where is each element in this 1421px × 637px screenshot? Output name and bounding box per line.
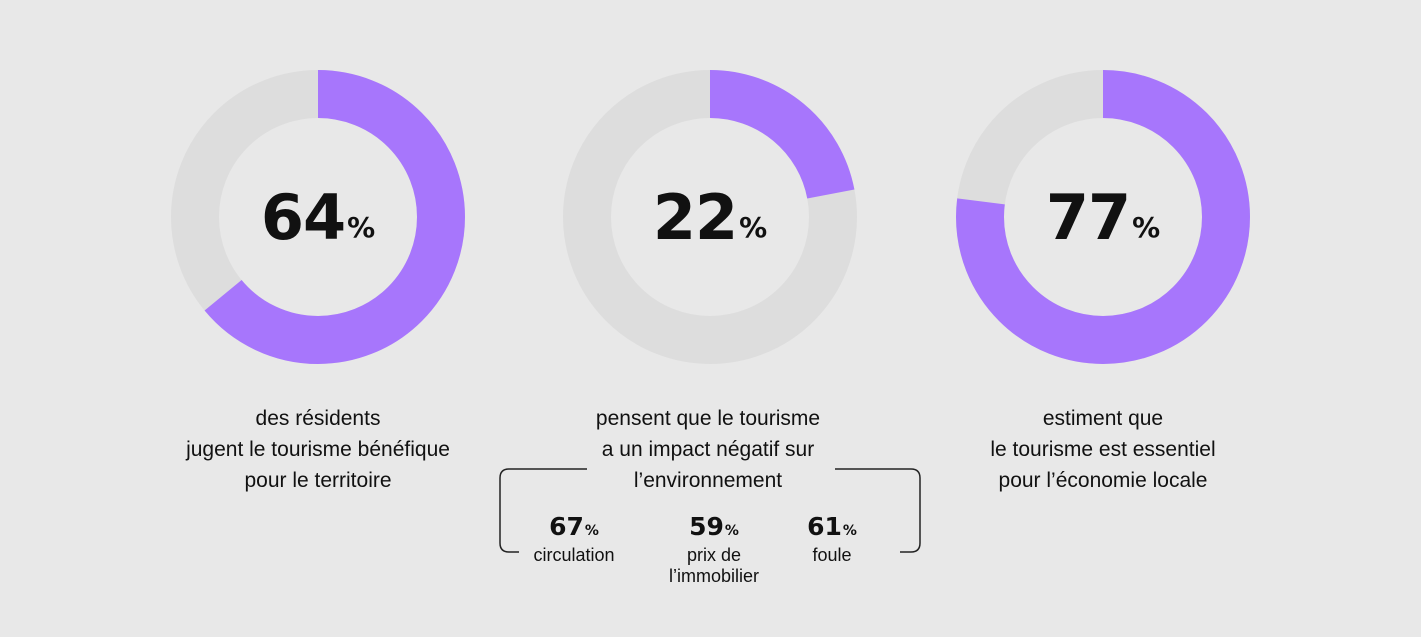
caption-2-line-2: a un impact négatif sur	[601, 438, 815, 461]
caption-3-line-2: le tourisme est essentiel	[990, 438, 1216, 461]
donut-svg-1	[171, 70, 465, 364]
donut-center-1: 64%	[171, 70, 465, 364]
donut-arc-2	[563, 70, 857, 364]
caption-1-line-2: jugent le tourisme bénéfique	[186, 438, 450, 461]
breakdown-item-immobilier: 59% prix de l’immobilier	[639, 513, 789, 587]
breakdown-label-immobilier-2: l’immobilier	[668, 566, 759, 586]
donut-arc-3	[956, 70, 1250, 364]
breakdown-value-circulation: 67%	[499, 513, 649, 545]
donut-chart-1: 64%	[171, 70, 465, 364]
breakdown-number-foule: 61	[807, 512, 842, 541]
donut-center-3: 77%	[956, 70, 1250, 364]
caption-3: estiment que le tourisme est essentiel p…	[923, 403, 1283, 496]
donut-value-1: 64	[260, 180, 346, 254]
caption-2-line-3: l’environnement	[633, 469, 783, 492]
breakdown-unit-circulation: %	[584, 523, 599, 539]
breakdown-bracket	[499, 468, 921, 553]
donut-unit-1: %	[347, 210, 376, 244]
donut-chart-3: 77%	[956, 70, 1250, 364]
breakdown-label-immobilier-1: prix de	[686, 545, 742, 565]
breakdown-item-foule: 61% foule	[757, 513, 907, 566]
donut-value-2: 22	[652, 180, 738, 254]
donut-value-3: 77	[1045, 180, 1131, 254]
donut-unit-2: %	[739, 210, 768, 244]
breakdown-number-immobilier: 59	[689, 512, 724, 541]
caption-3-line-3: pour l’économie locale	[998, 469, 1208, 492]
donut-arc-1	[171, 70, 465, 364]
donut-svg-3	[956, 70, 1250, 364]
breakdown-number-circulation: 67	[549, 512, 584, 541]
caption-3-line-1: estiment que	[1042, 407, 1164, 430]
breakdown-value-foule: 61%	[757, 513, 907, 545]
breakdown-value-immobilier: 59%	[639, 513, 789, 545]
caption-2: pensent que le tourisme a un impact néga…	[528, 403, 888, 496]
breakdown-unit-foule: %	[842, 523, 857, 539]
donut-svg-2	[563, 70, 857, 364]
donut-chart-2: 22%	[563, 70, 857, 364]
breakdown-unit-immobilier: %	[724, 523, 739, 539]
breakdown-label-foule: foule	[812, 545, 852, 565]
caption-1-line-3: pour le territoire	[244, 469, 392, 492]
caption-1: des résidents jugent le tourisme bénéfiq…	[138, 403, 498, 496]
donut-unit-3: %	[1132, 210, 1161, 244]
breakdown-item-circulation: 67% circulation	[499, 513, 649, 566]
caption-2-line-1: pensent que le tourisme	[595, 407, 821, 430]
caption-1-line-1: des résidents	[255, 407, 381, 430]
donut-center-2: 22%	[563, 70, 857, 364]
breakdown-label-circulation: circulation	[533, 545, 615, 565]
